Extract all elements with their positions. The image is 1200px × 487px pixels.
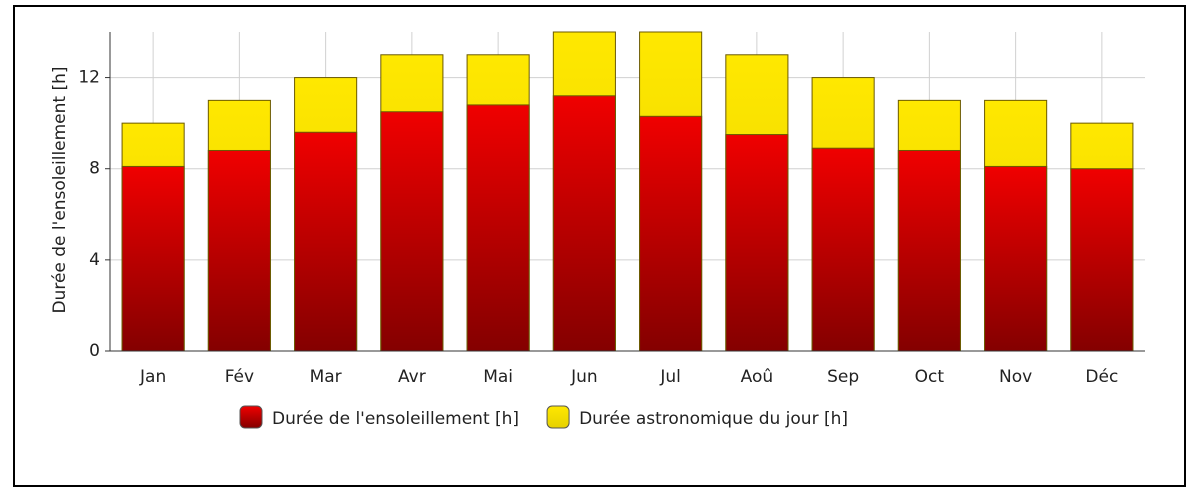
- x-tick-label: Avr: [398, 367, 426, 387]
- x-tick-label: Déc: [1085, 367, 1118, 387]
- x-tick-label: Jan: [139, 367, 166, 387]
- bar: [294, 131, 358, 352]
- legend-swatch: [546, 405, 570, 429]
- y-tick-label: 8: [89, 159, 100, 179]
- x-tick-label: Aoû: [741, 367, 774, 387]
- bar: [121, 165, 185, 352]
- x-tick-label: Oct: [915, 367, 945, 387]
- x-tick-label: Jun: [570, 367, 598, 387]
- bar: [1070, 168, 1134, 352]
- x-tick-label: Mar: [310, 367, 342, 387]
- frame: [13, 5, 1186, 487]
- x-tick-label: Sep: [827, 367, 859, 387]
- x-tick-label: Jul: [659, 367, 681, 387]
- bar: [207, 149, 271, 352]
- x-tick-label: Fév: [225, 367, 254, 387]
- y-tick-label: 12: [78, 68, 100, 88]
- bar: [897, 149, 961, 352]
- y-tick-label: 4: [89, 250, 100, 270]
- legend-swatch: [239, 405, 263, 429]
- bar: [639, 115, 703, 352]
- y-tick-label: 0: [89, 341, 100, 361]
- bar: [811, 147, 875, 352]
- x-tick-label: Nov: [999, 367, 1032, 387]
- bar: [380, 111, 444, 352]
- bar: [552, 95, 616, 352]
- bar: [466, 104, 530, 352]
- y-axis-label: Durée de l'ensoleillement [h]: [50, 66, 70, 313]
- bar: [725, 134, 789, 352]
- bar: [984, 165, 1048, 352]
- legend-label: Durée astronomique du jour [h]: [579, 409, 848, 429]
- x-tick-label: Mai: [483, 367, 513, 387]
- legend-label: Durée de l'ensoleillement [h]: [272, 409, 519, 429]
